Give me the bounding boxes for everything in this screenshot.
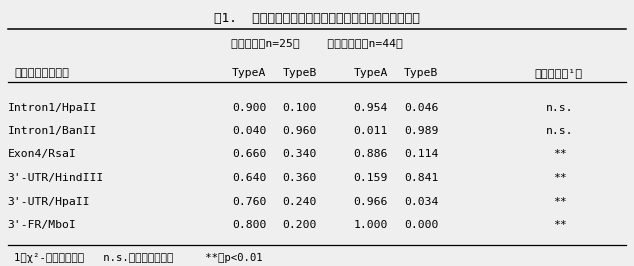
Text: 0.966: 0.966: [354, 197, 388, 207]
Text: **: **: [553, 173, 567, 183]
Text: 0.040: 0.040: [232, 126, 266, 136]
Text: 0.034: 0.034: [404, 197, 439, 207]
Text: Intron1/BanII: Intron1/BanII: [8, 126, 97, 136]
Text: 0.240: 0.240: [282, 197, 316, 207]
Text: 1）χ²-検定による。   n.s.：有意差なし。     **：p<0.01: 1）χ²-検定による。 n.s.：有意差なし。 **：p<0.01: [14, 253, 262, 263]
Text: TypeA: TypeA: [232, 68, 266, 77]
Text: 3'-FR/MboI: 3'-FR/MboI: [8, 220, 77, 230]
Text: 0.660: 0.660: [232, 149, 266, 159]
Text: 0.340: 0.340: [282, 149, 316, 159]
Text: 0.011: 0.011: [354, 126, 388, 136]
Text: n.s.: n.s.: [547, 126, 574, 136]
Text: 0.360: 0.360: [282, 173, 316, 183]
Text: 多型＼対立遺伝子: 多型＼対立遺伝子: [14, 68, 69, 77]
Text: 0.114: 0.114: [404, 149, 439, 159]
Text: 1.000: 1.000: [354, 220, 388, 230]
Text: **: **: [553, 149, 567, 159]
Text: 3'-UTR/HindIII: 3'-UTR/HindIII: [8, 173, 104, 183]
Text: 0.200: 0.200: [282, 220, 316, 230]
Text: n.s.: n.s.: [547, 103, 574, 113]
Text: TypeB: TypeB: [282, 68, 316, 77]
Text: 0.640: 0.640: [232, 173, 266, 183]
Text: 0.841: 0.841: [404, 173, 439, 183]
Text: 3'-UTR/HpaII: 3'-UTR/HpaII: [8, 197, 90, 207]
Text: TypeB: TypeB: [404, 68, 439, 77]
Text: **: **: [553, 197, 567, 207]
Text: 0.954: 0.954: [354, 103, 388, 113]
Text: 0.800: 0.800: [232, 220, 266, 230]
Text: 0.100: 0.100: [282, 103, 316, 113]
Text: 0.886: 0.886: [354, 149, 388, 159]
Text: 0.046: 0.046: [404, 103, 439, 113]
Text: TypeA: TypeA: [354, 68, 388, 77]
Text: **: **: [553, 220, 567, 230]
Text: 0.989: 0.989: [404, 126, 439, 136]
Text: 黒毛和種（n=25）    日本短角種（n=44）: 黒毛和種（n=25） 日本短角種（n=44）: [231, 38, 403, 48]
Text: Intron1/HpaII: Intron1/HpaII: [8, 103, 97, 113]
Text: 0.000: 0.000: [404, 220, 439, 230]
Text: 表1.  黒毛和種と日本短角種の対立遺伝子頻度の比較。: 表1. 黒毛和種と日本短角種の対立遺伝子頻度の比較。: [214, 12, 420, 25]
Text: 0.900: 0.900: [232, 103, 266, 113]
Text: Exon4/RsaI: Exon4/RsaI: [8, 149, 77, 159]
Text: 0.760: 0.760: [232, 197, 266, 207]
Text: 0.960: 0.960: [282, 126, 316, 136]
Text: 独立性検定¹）: 独立性検定¹）: [534, 68, 583, 77]
Text: 0.159: 0.159: [354, 173, 388, 183]
